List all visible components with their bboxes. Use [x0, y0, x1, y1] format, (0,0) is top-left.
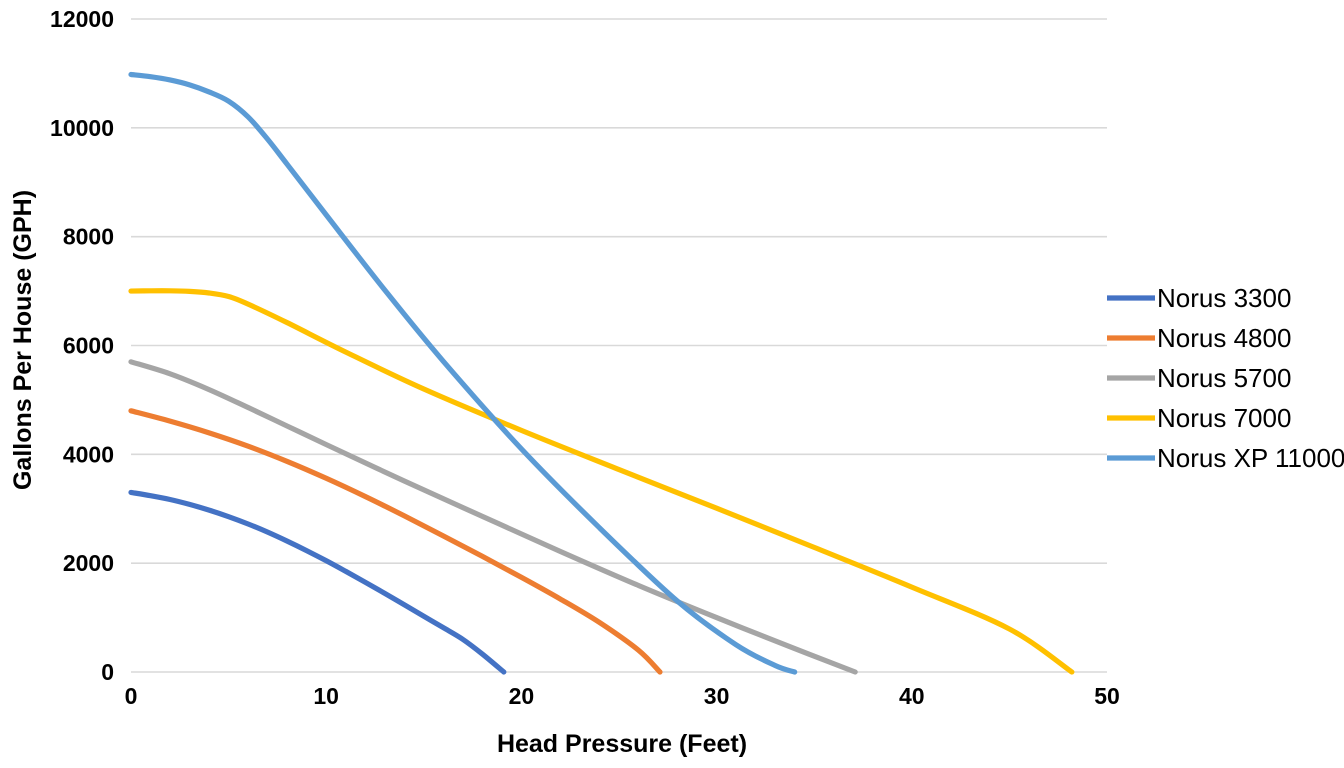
x-axis-title: Head Pressure (Feet) — [497, 730, 747, 758]
chart-legend: Norus 3300 Norus 4800 Norus 5700 Norus 7000… — [1107, 283, 1344, 473]
series-line — [128, 408, 663, 675]
x-tick-label: 30 — [704, 683, 730, 709]
y-tick-label: 2000 — [63, 550, 114, 576]
legend-item-label: Norus 3300 — [1157, 283, 1291, 313]
x-axis-tick-labels: 0 10 20 30 40 50 — [125, 683, 1120, 709]
y-tick-label: 12000 — [50, 6, 114, 32]
x-tick-label: 10 — [313, 683, 339, 709]
legend-item-label: Norus XP 11000 — [1157, 443, 1344, 473]
y-tick-label: 10000 — [50, 115, 114, 141]
x-tick-label: 0 — [125, 683, 138, 709]
series-line — [128, 489, 507, 675]
legend-item-label: Norus 5700 — [1157, 363, 1291, 393]
x-tick-label: 20 — [509, 683, 535, 709]
legend-item-label: Norus 4800 — [1157, 323, 1291, 353]
y-tick-label: 6000 — [63, 333, 114, 359]
y-tick-label: 0 — [101, 659, 114, 685]
y-tick-label: 4000 — [63, 441, 114, 467]
series-line — [128, 359, 858, 675]
series-line — [128, 71, 798, 675]
y-tick-label: 8000 — [63, 224, 114, 250]
x-tick-label: 50 — [1094, 683, 1120, 709]
gridlines-group — [131, 18, 1107, 673]
y-axis-title: Gallons Per House (GPH) — [9, 190, 37, 490]
x-tick-label: 40 — [899, 683, 925, 709]
series-lines-group — [128, 71, 1075, 675]
legend-item-label: Norus 7000 — [1157, 403, 1291, 433]
series-line — [128, 288, 1075, 675]
y-axis-tick-labels: 0 2000 4000 6000 8000 10000 12000 — [50, 6, 114, 685]
